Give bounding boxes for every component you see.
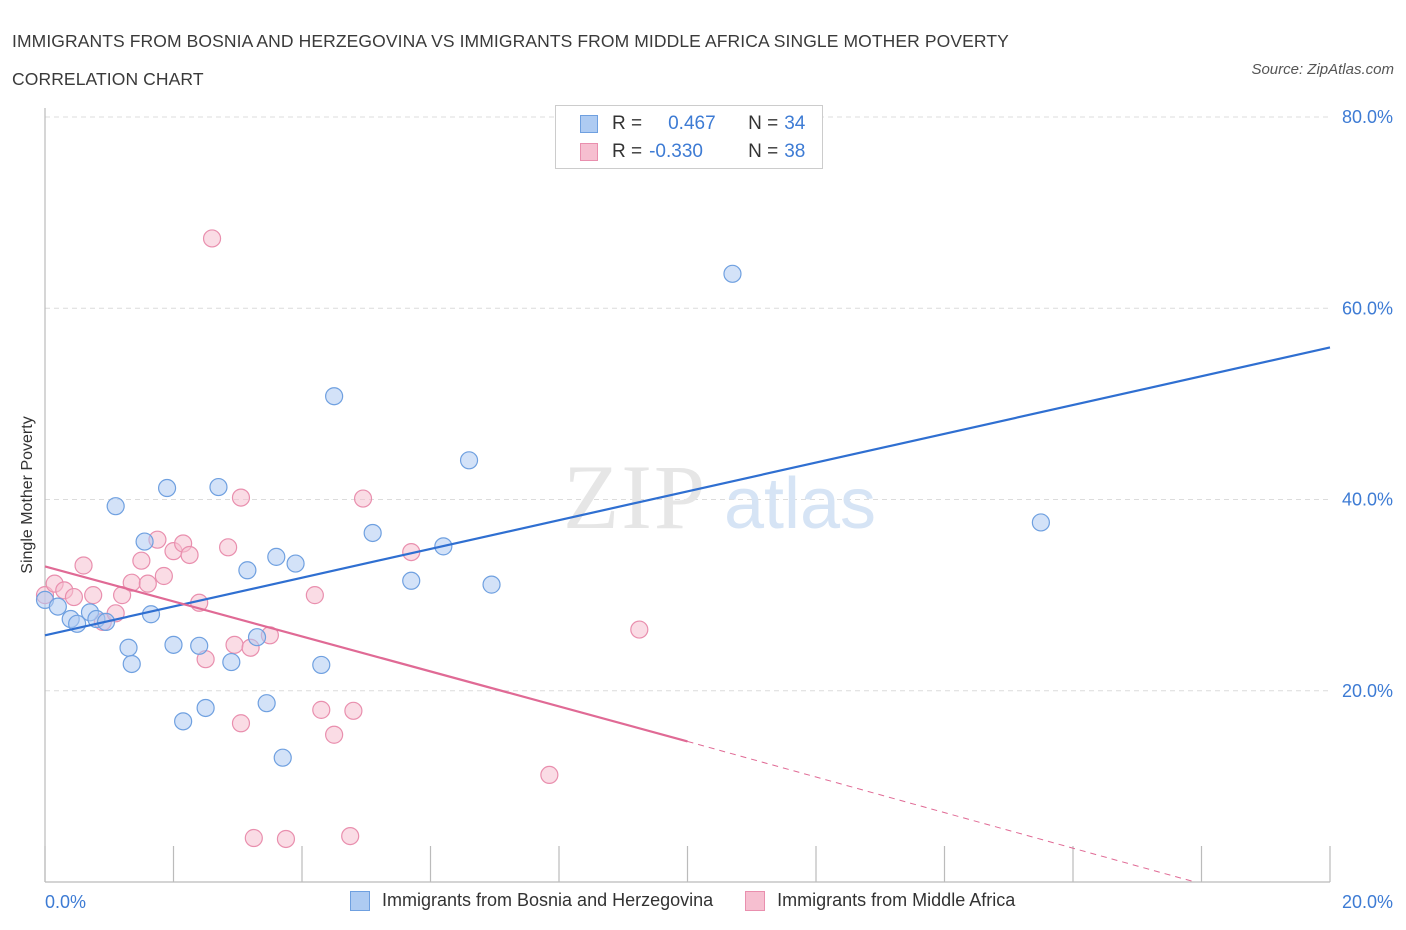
- legend-item-bosnia: Immigrants from Bosnia and Herzegovina: [350, 890, 713, 911]
- point-bosnia: [141, 605, 161, 624]
- point-bosnia: [723, 264, 742, 283]
- legend-row-middle-africa: R = -0.330 N = 38: [580, 139, 805, 165]
- x-tick-label-max: 20.0%: [1342, 892, 1393, 912]
- watermark-atlas: atlas: [724, 464, 876, 544]
- point-middle-africa: [138, 574, 157, 593]
- point-middle-africa: [154, 566, 173, 586]
- point-bosnia: [402, 571, 421, 590]
- source-label: Source: ZipAtlas.com: [1251, 61, 1394, 78]
- legend-r-label: R =: [612, 113, 643, 134]
- series-middle-africa-points: [35, 229, 649, 849]
- point-middle-africa: [225, 635, 244, 654]
- legend-r-label: R =: [612, 141, 643, 162]
- point-bosnia: [190, 636, 209, 655]
- point-bosnia: [286, 554, 305, 573]
- point-bosnia: [157, 478, 177, 498]
- point-middle-africa: [630, 620, 649, 639]
- point-middle-africa: [74, 556, 93, 575]
- point-bosnia: [222, 652, 241, 672]
- legend-n-label: N =: [748, 113, 779, 134]
- axes: [44, 108, 1331, 883]
- point-bosnia: [122, 654, 141, 674]
- x-tick-label-min: 0.0%: [45, 892, 86, 912]
- trend-lines: [44, 346, 1331, 883]
- point-bosnia: [106, 497, 125, 516]
- series-legend: Immigrants from Bosnia and Herzegovina I…: [350, 890, 1047, 911]
- trend-line-middle-africa-extension: [687, 740, 1196, 883]
- legend-n-value-middle-africa: 38: [784, 141, 806, 162]
- point-middle-africa: [64, 587, 84, 607]
- point-bosnia: [325, 387, 344, 406]
- point-bosnia: [459, 451, 479, 470]
- point-middle-africa: [353, 489, 373, 508]
- y-tick-label: 80.0%: [1342, 107, 1393, 127]
- chart-title: IMMIGRANTS FROM BOSNIA AND HERZEGOVINA V…: [12, 31, 1009, 89]
- watermark: ZIP atlas: [563, 446, 876, 548]
- legend-swatch-bosnia: [580, 115, 598, 133]
- point-middle-africa: [276, 829, 296, 849]
- y-tick-label: 40.0%: [1342, 490, 1393, 510]
- legend-r-value-bosnia: 0.467: [668, 113, 716, 134]
- legend-item-middle-africa: Immigrants from Middle Africa: [745, 890, 1015, 911]
- point-bosnia: [135, 532, 154, 551]
- point-bosnia: [196, 698, 215, 718]
- trend-line-middle-africa: [44, 565, 688, 743]
- point-middle-africa: [312, 700, 331, 719]
- point-bosnia: [164, 635, 183, 654]
- point-bosnia: [273, 748, 292, 767]
- x-tick-labels: 0.0% 20.0%: [45, 892, 1393, 912]
- point-bosnia: [174, 712, 193, 731]
- point-middle-africa: [325, 725, 344, 744]
- y-tick-label: 60.0%: [1342, 298, 1393, 318]
- point-middle-africa: [132, 551, 151, 570]
- point-bosnia: [209, 477, 228, 497]
- point-middle-africa: [244, 828, 263, 848]
- legend-r-value-middle-africa: -0.330: [649, 141, 703, 162]
- point-middle-africa: [231, 714, 251, 733]
- point-middle-africa: [540, 765, 559, 785]
- point-bosnia: [363, 523, 382, 543]
- series-bosnia-points: [35, 264, 1050, 767]
- legend-swatch-bosnia: [350, 890, 370, 911]
- legend-n-value-bosnia: 34: [784, 113, 806, 134]
- point-bosnia: [247, 628, 267, 647]
- point-middle-africa: [202, 229, 222, 248]
- point-bosnia: [1031, 513, 1050, 532]
- legend-label-middle-africa: Immigrants from Middle Africa: [777, 890, 1016, 910]
- point-middle-africa: [180, 545, 199, 565]
- gridlines: [45, 116, 1330, 692]
- point-middle-africa: [231, 488, 251, 507]
- legend-swatch-middle-africa: [580, 143, 598, 161]
- point-middle-africa: [305, 586, 324, 605]
- point-bosnia: [48, 597, 67, 616]
- y-tick-label: 20.0%: [1342, 681, 1393, 701]
- watermark-zip: ZIP: [563, 446, 707, 548]
- correlation-legend: R = 0.467 N = 34 R = -0.330 N = 38: [555, 105, 823, 169]
- point-bosnia: [267, 547, 286, 566]
- legend-row-bosnia: R = 0.467 N = 34: [580, 111, 805, 137]
- legend-n-label: N =: [748, 141, 779, 162]
- point-middle-africa: [344, 701, 363, 720]
- point-bosnia: [238, 561, 257, 580]
- point-bosnia: [312, 655, 331, 675]
- trend-line-bosnia: [44, 346, 1331, 637]
- legend-swatch-middle-africa: [745, 890, 766, 911]
- point-middle-africa: [341, 826, 360, 846]
- point-middle-africa: [219, 538, 238, 557]
- point-middle-africa: [84, 586, 103, 605]
- legend-label-bosnia: Immigrants from Bosnia and Herzegovina: [382, 890, 714, 910]
- y-tick-labels: 20.0% 40.0% 60.0% 80.0%: [1342, 107, 1393, 701]
- point-bosnia: [482, 575, 501, 594]
- point-bosnia: [257, 694, 276, 713]
- point-bosnia: [119, 638, 138, 657]
